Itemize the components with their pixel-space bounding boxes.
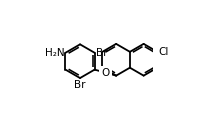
Text: O: O xyxy=(101,68,109,78)
Text: Br: Br xyxy=(95,48,107,58)
Text: Br: Br xyxy=(74,80,85,90)
Text: Cl: Cl xyxy=(158,47,168,57)
Text: H₂N: H₂N xyxy=(44,48,64,58)
